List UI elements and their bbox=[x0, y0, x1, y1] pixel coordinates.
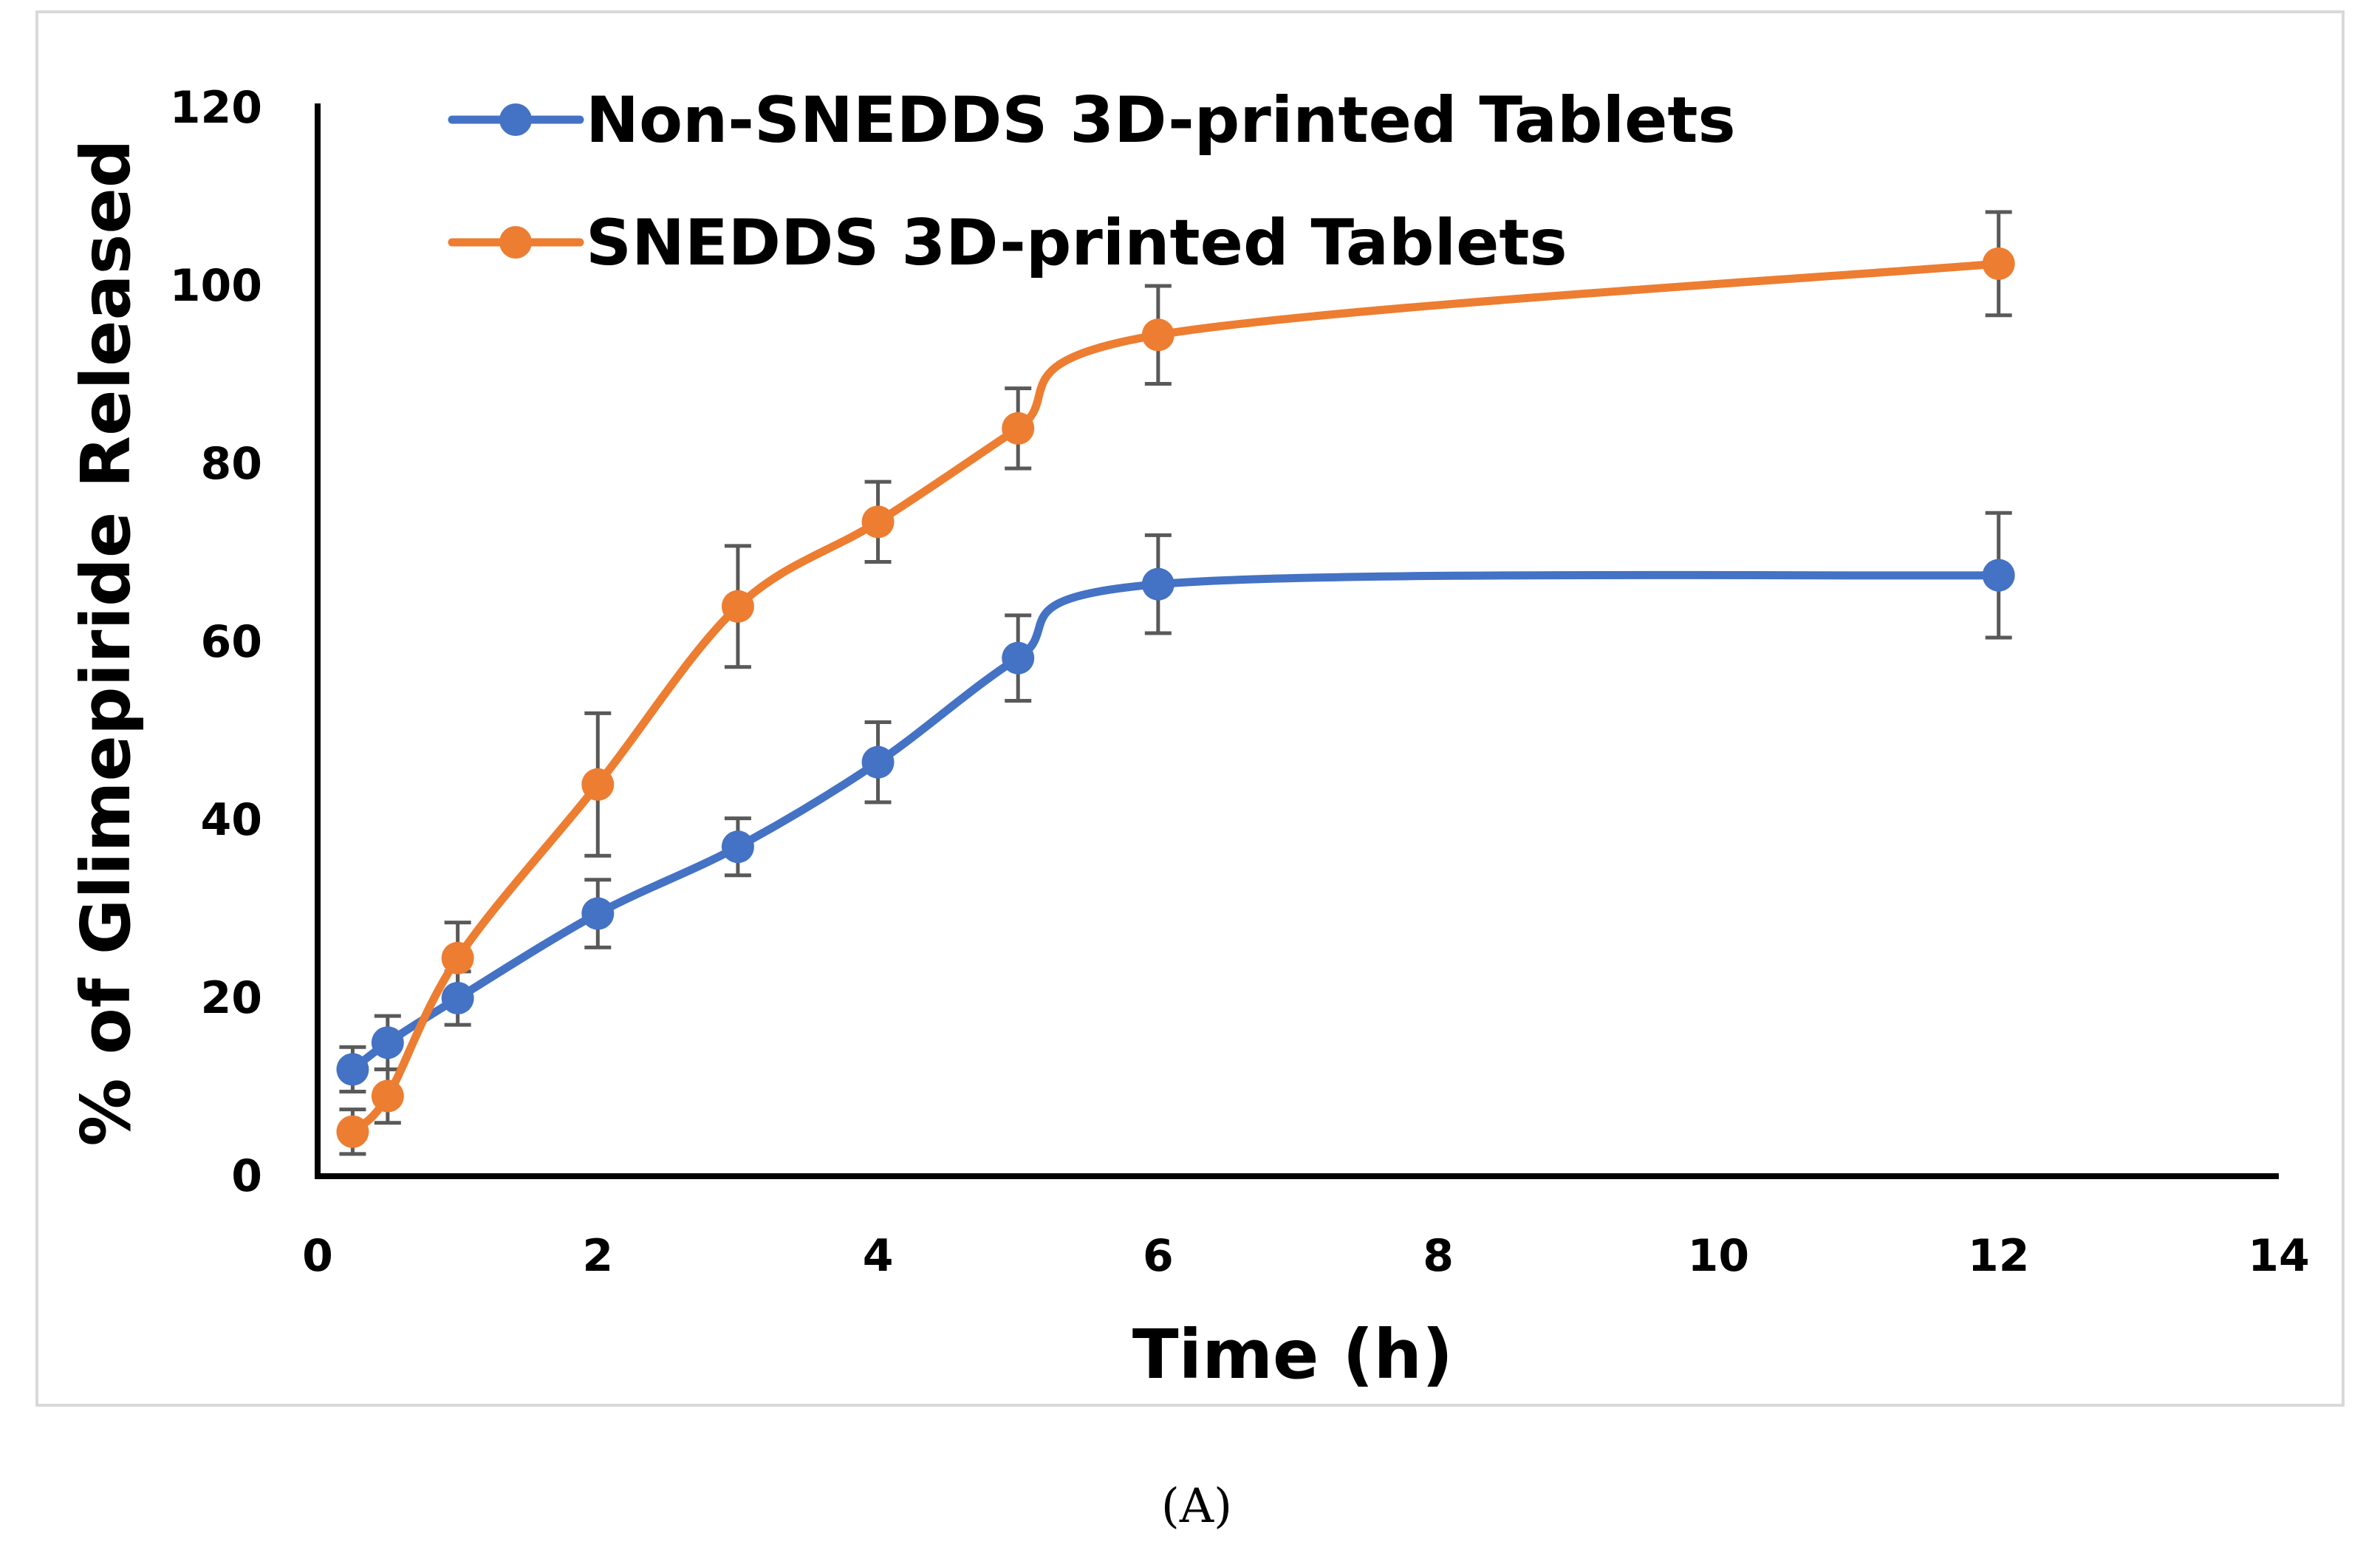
x-tick-labels: 0 2 4 6 8 10 12 14 bbox=[302, 1230, 2310, 1282]
data-point bbox=[1982, 247, 2015, 280]
x-tick-label: 4 bbox=[863, 1230, 894, 1282]
data-point bbox=[371, 1026, 404, 1059]
figure-caption: (A) bbox=[1161, 1479, 1232, 1534]
y-tick-label: 20 bbox=[201, 972, 263, 1024]
data-point bbox=[1982, 559, 2015, 592]
x-axis-title: Time (h) bbox=[1132, 1315, 1453, 1394]
legend-swatch-marker bbox=[499, 226, 532, 259]
chart-frame bbox=[35, 10, 2345, 1407]
x-tick-label: 6 bbox=[1143, 1230, 1174, 1282]
data-point bbox=[441, 982, 474, 1014]
legend-swatch-marker bbox=[499, 103, 532, 136]
axes bbox=[315, 103, 2279, 1179]
data-point bbox=[861, 505, 895, 539]
data-point bbox=[441, 941, 474, 975]
legend-label: Non-SNEDDS 3D-printed Tablets bbox=[586, 83, 1736, 157]
data-point bbox=[1141, 318, 1174, 352]
y-tick-label: 100 bbox=[170, 260, 262, 312]
x-tick-label: 12 bbox=[1968, 1230, 2030, 1282]
x-tick-label: 2 bbox=[582, 1230, 613, 1282]
legend-item-0: Non-SNEDDS 3D-printed Tablets bbox=[448, 83, 1736, 157]
y-axis-title: % of Glimepiride Released bbox=[66, 139, 146, 1146]
y-tick-label: 0 bbox=[231, 1150, 262, 1202]
y-tick-labels: 0 20 40 60 80 100 120 bbox=[170, 82, 262, 1202]
data-point bbox=[371, 1079, 404, 1113]
y-tick-label: 60 bbox=[201, 616, 263, 668]
data-point bbox=[721, 590, 754, 623]
y-tick-label: 40 bbox=[201, 794, 263, 846]
legend-label: SNEDDS 3D-printed Tablets bbox=[586, 206, 1567, 280]
data-point bbox=[581, 768, 615, 801]
legend: Non-SNEDDS 3D-printed Tablets SNEDDS 3D-p… bbox=[448, 83, 1736, 280]
data-point bbox=[336, 1053, 369, 1086]
x-tick-label: 10 bbox=[1688, 1230, 1750, 1282]
series-line-1 bbox=[348, 259, 2003, 1136]
error-bars bbox=[339, 210, 2012, 1156]
data-point bbox=[861, 745, 895, 779]
x-tick-label: 8 bbox=[1423, 1230, 1454, 1282]
data-point bbox=[721, 830, 754, 864]
data-point bbox=[1141, 567, 1174, 601]
data-point bbox=[336, 1115, 369, 1148]
data-point bbox=[1002, 412, 1035, 445]
series-lines bbox=[348, 259, 2003, 1136]
x-tick-label: 0 bbox=[302, 1230, 333, 1282]
data-point bbox=[1002, 641, 1035, 675]
legend-item-1: SNEDDS 3D-printed Tablets bbox=[448, 206, 1567, 280]
y-tick-label: 80 bbox=[201, 438, 263, 490]
x-tick-label: 14 bbox=[2248, 1230, 2310, 1282]
y-tick-label: 120 bbox=[170, 82, 262, 134]
data-points bbox=[336, 247, 2015, 1148]
data-point bbox=[581, 897, 615, 930]
